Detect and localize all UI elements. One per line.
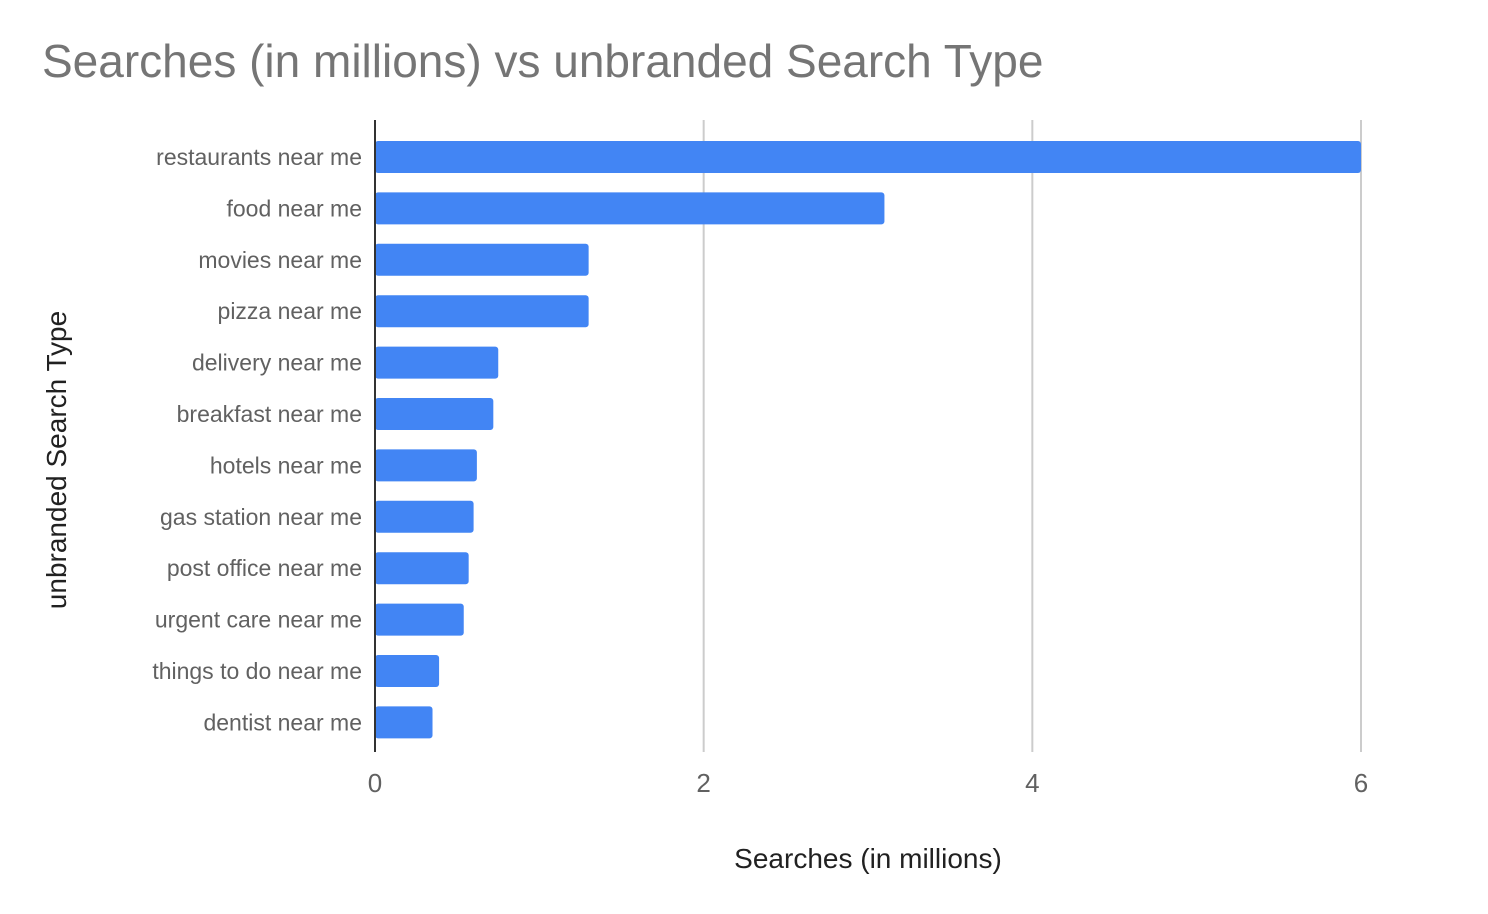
category-label: restaurants near me: [156, 144, 362, 170]
x-tick-label: 4: [1025, 768, 1039, 798]
bar: [375, 552, 469, 585]
category-label: things to do near me: [152, 658, 362, 684]
gridlines: [702, 120, 1362, 752]
bar: [375, 603, 464, 636]
category-label: hotels near me: [210, 452, 362, 478]
x-tick-label: 2: [696, 768, 710, 798]
bar: [375, 706, 433, 739]
category-label: movies near me: [198, 247, 362, 273]
bar: [375, 141, 1361, 173]
category-label: food near me: [226, 195, 362, 221]
category-label: gas station near me: [160, 504, 362, 530]
bar: [375, 449, 477, 482]
category-label: post office near me: [167, 555, 362, 581]
category-label: delivery near me: [192, 350, 362, 376]
bar: [375, 346, 499, 379]
bars: [375, 141, 1361, 739]
x-tick-label: 0: [368, 768, 382, 798]
bar: [375, 243, 589, 276]
y-axis-title: unbranded Search Type: [41, 311, 72, 609]
category-label: urgent care near me: [155, 607, 362, 633]
bar: [375, 192, 885, 225]
category-label: dentist near me: [203, 709, 362, 735]
bar: [375, 500, 474, 533]
category-label: pizza near me: [218, 298, 362, 324]
chart-title: Searches (in millions) vs unbranded Sear…: [42, 35, 1044, 87]
category-labels: restaurants near me food near me movies ne…: [152, 144, 362, 735]
bar: [375, 655, 440, 687]
bar: [375, 398, 494, 430]
x-axis-title: Searches (in millions): [734, 843, 1002, 874]
x-tick-label: 6: [1354, 768, 1368, 798]
x-tick-labels: 0 2 4 6: [368, 768, 1368, 798]
bar: [375, 295, 589, 328]
category-label: breakfast near me: [177, 401, 362, 427]
